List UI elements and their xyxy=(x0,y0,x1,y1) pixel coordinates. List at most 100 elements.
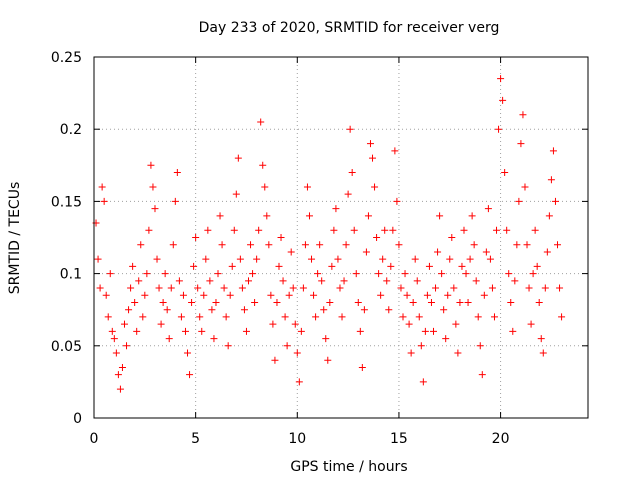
data-point xyxy=(360,306,368,314)
data-point xyxy=(179,291,187,299)
data-point xyxy=(499,96,507,104)
x-tick-label: 0 xyxy=(90,431,99,447)
data-point xyxy=(295,378,303,386)
data-point xyxy=(265,241,273,249)
data-point xyxy=(147,161,155,169)
data-point xyxy=(515,197,523,205)
data-point xyxy=(452,320,460,328)
data-point xyxy=(118,363,126,371)
data-point xyxy=(271,356,279,364)
y-tick-label: 0.05 xyxy=(51,339,82,355)
data-point xyxy=(269,320,277,328)
data-point xyxy=(375,270,383,278)
data-point xyxy=(344,190,352,198)
data-point xyxy=(527,320,535,328)
data-point xyxy=(141,291,149,299)
data-point xyxy=(474,313,482,321)
data-point xyxy=(330,226,338,234)
data-point xyxy=(328,262,336,270)
data-point xyxy=(429,327,437,335)
data-point xyxy=(312,313,320,321)
data-point xyxy=(267,291,275,299)
data-point xyxy=(558,313,566,321)
data-point xyxy=(173,169,181,177)
data-point xyxy=(476,342,484,350)
data-point xyxy=(403,291,411,299)
y-axis-label: SRMTID / TECUs xyxy=(7,182,23,295)
data-point xyxy=(157,320,165,328)
data-point xyxy=(556,284,564,292)
data-point xyxy=(108,327,116,335)
data-point xyxy=(346,125,354,133)
data-point xyxy=(427,298,435,306)
data-point xyxy=(436,212,444,220)
data-point xyxy=(387,262,395,270)
data-point xyxy=(236,255,244,263)
data-point xyxy=(114,371,122,379)
data-point xyxy=(537,335,545,343)
data-point xyxy=(366,140,374,148)
data-point xyxy=(411,255,419,263)
data-point xyxy=(554,241,562,249)
y-tick-label: 0 xyxy=(73,411,82,427)
data-point xyxy=(423,291,431,299)
data-point xyxy=(482,248,490,256)
data-point xyxy=(464,298,472,306)
data-point xyxy=(249,270,257,278)
data-point xyxy=(356,327,364,335)
data-point xyxy=(261,183,269,191)
data-point xyxy=(305,212,313,220)
data-point xyxy=(409,298,417,306)
y-tick-label: 0.15 xyxy=(51,194,82,210)
data-point xyxy=(133,327,141,335)
data-point xyxy=(448,234,456,241)
y-tick-label: 0.25 xyxy=(51,50,82,66)
data-point xyxy=(177,313,185,321)
data-point xyxy=(322,335,330,343)
data-point xyxy=(155,284,163,292)
data-point xyxy=(104,313,112,321)
data-point xyxy=(291,320,299,328)
data-point xyxy=(181,327,189,335)
data-point xyxy=(509,327,517,335)
data-point xyxy=(96,284,104,292)
data-point xyxy=(216,212,224,220)
data-point xyxy=(139,313,147,321)
data-point xyxy=(123,342,131,350)
x-axis-label: GPS time / hours xyxy=(290,459,407,475)
data-point xyxy=(470,241,478,249)
data-point xyxy=(94,255,102,263)
data-point xyxy=(143,270,151,278)
x-tick-label: 5 xyxy=(191,431,200,447)
data-point xyxy=(415,313,423,321)
data-point xyxy=(259,161,267,169)
data-point xyxy=(521,183,529,191)
data-point xyxy=(531,226,539,234)
data-point xyxy=(503,226,511,234)
data-point xyxy=(421,327,429,335)
data-point xyxy=(316,241,324,249)
data-point xyxy=(230,226,238,234)
data-point xyxy=(167,284,175,292)
data-point xyxy=(336,284,344,292)
data-point xyxy=(151,205,159,213)
data-point xyxy=(533,262,541,270)
data-point xyxy=(222,313,230,321)
data-point xyxy=(468,212,476,220)
data-point xyxy=(214,270,222,278)
data-point xyxy=(348,169,356,177)
data-point xyxy=(273,298,281,306)
data-point xyxy=(350,226,358,234)
data-point xyxy=(159,298,167,306)
data-point xyxy=(190,262,198,270)
data-point xyxy=(135,277,143,285)
data-point xyxy=(287,248,295,256)
data-point xyxy=(513,241,521,249)
data-point xyxy=(206,277,214,285)
data-point xyxy=(393,197,401,205)
data-point xyxy=(175,277,183,285)
data-point xyxy=(198,327,206,335)
data-point xyxy=(218,241,226,249)
